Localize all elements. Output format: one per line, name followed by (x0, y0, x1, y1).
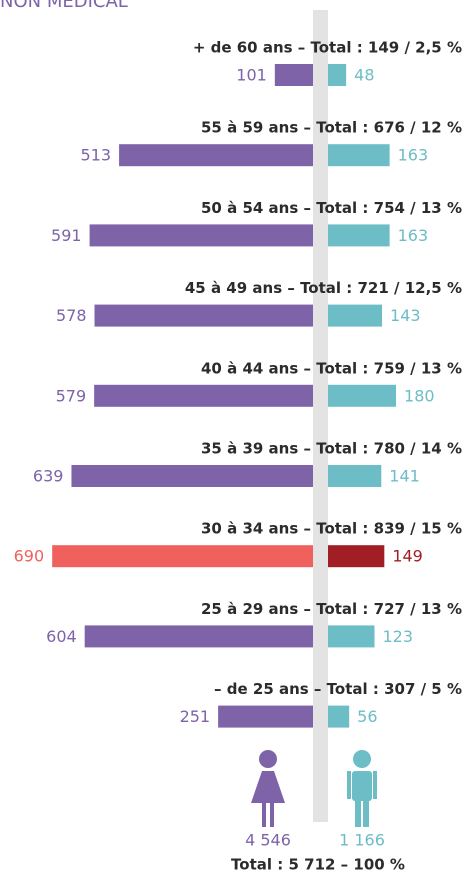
value-label: 141 (389, 467, 420, 486)
value-label: 143 (390, 306, 421, 325)
bar (119, 144, 313, 167)
value-label: 56 (357, 707, 377, 726)
bar (94, 384, 313, 407)
value-label: 163 (398, 146, 429, 165)
man-icon (347, 750, 377, 827)
bar (328, 304, 383, 327)
value-label: 578 (56, 306, 87, 325)
grand-total: Total : 5 712 – 100 % (231, 856, 405, 874)
bar (328, 384, 397, 407)
category-label: 25 à 29 ans – Total : 727 / 13 % (201, 600, 462, 618)
value-label: 180 (404, 386, 435, 405)
woman-icon (251, 750, 285, 827)
value-label: 101 (236, 66, 267, 85)
bar (218, 705, 313, 728)
value-label: 149 (392, 547, 423, 566)
category-label: 40 à 44 ans – Total : 759 / 13 % (201, 359, 462, 377)
bar (328, 64, 347, 86)
value-label: 48 (354, 66, 374, 85)
value-label: 163 (398, 226, 429, 245)
bar (328, 545, 385, 568)
bar (328, 224, 390, 247)
bar (71, 465, 313, 487)
value-label: 123 (382, 627, 413, 646)
total-men: 1 166 (339, 831, 385, 850)
category-label: 45 à 49 ans – Total : 721 / 12,5 % (185, 279, 462, 297)
chart-title: NON MÉDICAL (0, 0, 128, 12)
value-label: 639 (33, 467, 64, 486)
bar (274, 64, 313, 86)
bar (328, 144, 390, 167)
bar (84, 625, 313, 648)
value-label: 591 (51, 226, 82, 245)
category-label: 35 à 39 ans – Total : 780 / 14 % (201, 440, 462, 458)
category-label: 30 à 34 ans – Total : 839 / 15 % (201, 520, 462, 538)
bar (328, 625, 375, 648)
category-label: 50 à 54 ans – Total : 754 / 13 % (201, 199, 462, 217)
value-label: 690 (14, 547, 45, 566)
bar (328, 465, 382, 487)
value-label: 251 (180, 707, 211, 726)
value-label: 604 (46, 627, 77, 646)
center-axis (313, 10, 328, 822)
category-label: + de 60 ans – Total : 149 / 2,5 % (193, 39, 462, 57)
bar (89, 224, 314, 247)
value-label: 579 (56, 386, 87, 405)
bar (328, 705, 350, 728)
bar (52, 545, 314, 568)
category-label: 55 à 59 ans – Total : 676 / 12 % (201, 119, 462, 137)
bar (94, 304, 314, 327)
total-women: 4 546 (245, 831, 291, 850)
category-label: – de 25 ans – Total : 307 / 5 % (214, 680, 462, 698)
value-label: 513 (81, 146, 112, 165)
